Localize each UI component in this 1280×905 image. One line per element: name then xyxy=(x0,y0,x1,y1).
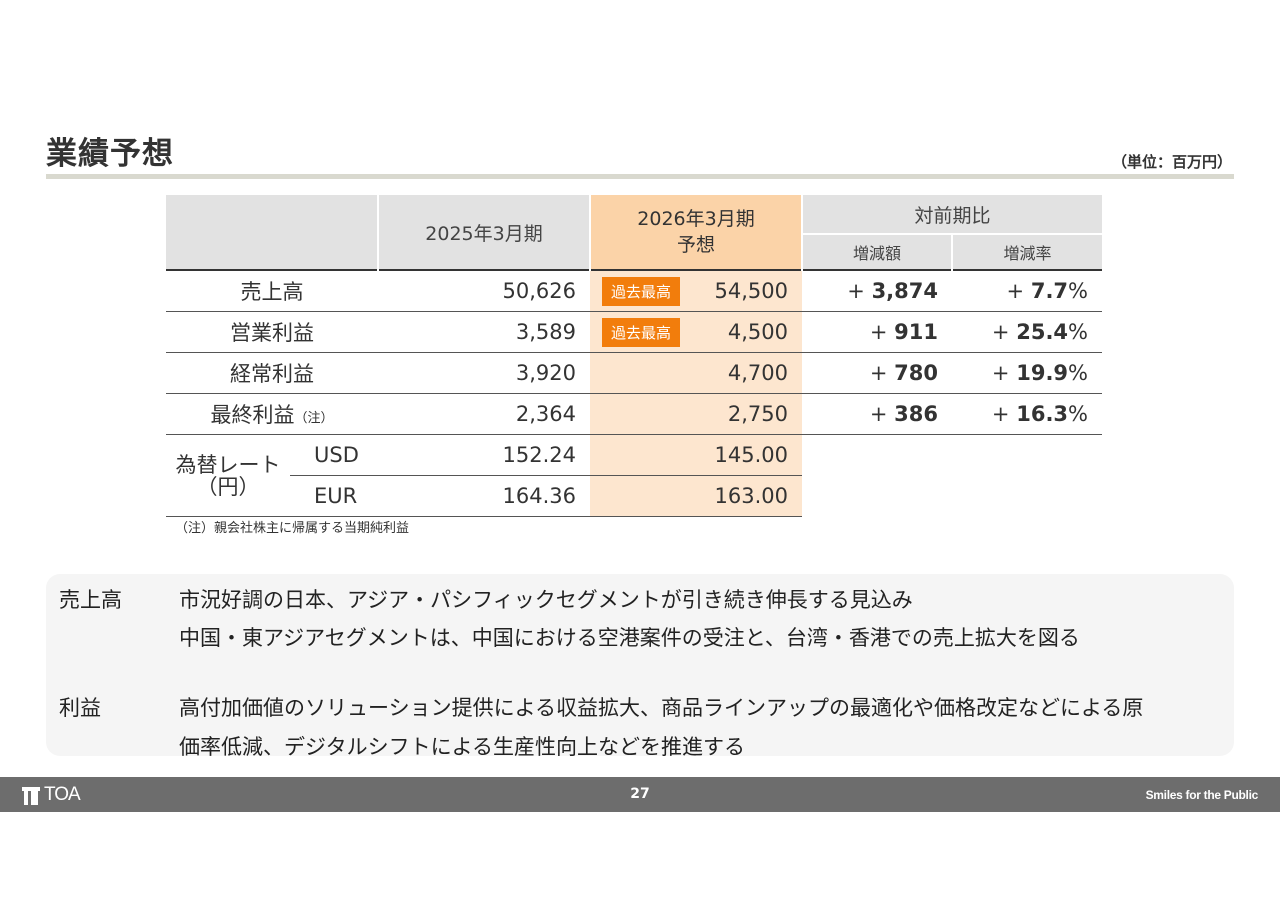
header-forecast-period: 2026年3月期 予想 xyxy=(589,195,802,270)
diff-rate: + 25.4% xyxy=(952,311,1103,353)
header-prior-period: 2025年3月期 xyxy=(377,195,590,270)
footer-bar: TOA 27 Smiles for the Public xyxy=(0,777,1280,812)
diff-amount: + 3,874 xyxy=(802,269,952,312)
tagline: Smiles for the Public xyxy=(1145,788,1259,802)
prior-value: 50,626 xyxy=(378,269,590,312)
diff-amount: + 780 xyxy=(802,352,952,394)
table-row: 最終利益（注） 2,364 2,750 + 386 + 16.3% xyxy=(166,393,1103,435)
prior-value: 2,364 xyxy=(378,393,590,435)
toa-logo: TOA xyxy=(22,784,81,806)
diff-rate: + 7.7% xyxy=(952,269,1103,312)
forecast-value: 54,500 xyxy=(714,279,788,303)
diff-rate: + 19.9% xyxy=(952,352,1103,394)
summary-box: 売上高 市況好調の日本、アジア・パシフィックセグメントが引き続き伸長する見込み … xyxy=(46,574,1234,759)
forecast-value-cell: 過去最高 54,500 xyxy=(590,269,802,312)
forecast-value: 145.00 xyxy=(590,434,802,476)
prior-value: 152.24 xyxy=(378,434,590,476)
title-underline xyxy=(46,174,1234,179)
currency-usd: USD xyxy=(290,434,378,476)
prior-value: 3,589 xyxy=(378,311,590,353)
note-marker: （注） xyxy=(294,411,334,426)
row-label: 営業利益 xyxy=(166,311,378,353)
summary-sales-line1: 市況好調の日本、アジア・パシフィックセグメントが引き続き伸長する見込み xyxy=(179,588,913,612)
summary-profit-label: 利益 xyxy=(59,696,101,720)
forecast-value-cell: 過去最高 4,500 xyxy=(590,311,802,353)
row-label: 最終利益（注） xyxy=(166,393,378,435)
table-row: 経常利益 3,920 4,700 + 780 + 19.9% xyxy=(166,352,1103,394)
header-yoy: 対前期比 xyxy=(800,195,1103,234)
summary-sales-line2: 中国・東アジアセグメントは、中国における空港案件の受注と、台湾・香港での売上拡大… xyxy=(179,626,1080,650)
forecast-value: 4,500 xyxy=(727,320,788,344)
unit-label: （単位：百万円） xyxy=(1111,153,1232,171)
record-high-badge: 過去最高 xyxy=(602,276,681,306)
header-blank xyxy=(166,195,378,270)
page-number: 27 xyxy=(630,786,650,802)
prior-value: 164.36 xyxy=(378,475,590,517)
forecast-value: 4,700 xyxy=(590,352,802,394)
currency-eur: EUR xyxy=(290,475,378,517)
row-label: 売上高 xyxy=(166,269,378,312)
summary-profit-line1: 高付加価値のソリューション提供による収益拡大、商品ラインアップの最適化や価格改定… xyxy=(179,696,1144,720)
header-forecast-year: 2026年3月期 xyxy=(637,208,755,230)
table-row: 営業利益 3,589 過去最高 4,500 + 911 + 25.4% xyxy=(166,311,1103,353)
forecast-value: 163.00 xyxy=(590,475,802,517)
record-high-badge: 過去最高 xyxy=(602,317,681,347)
header-forecast-label: 予想 xyxy=(676,234,715,256)
diff-amount: + 911 xyxy=(802,311,952,353)
row-label: 経常利益 xyxy=(166,352,378,394)
fx-label: 為替レート （円） xyxy=(166,434,290,517)
diff-amount: + 386 xyxy=(802,393,952,435)
toa-logo-icon xyxy=(22,785,40,805)
summary-sales-label: 売上高 xyxy=(59,588,122,612)
table-row: 売上高 50,626 過去最高 54,500 + 3,874 + 7.7% xyxy=(166,269,1103,312)
header-diff-amount: 増減額 xyxy=(801,233,952,270)
summary-profit-line2: 価率低減、デジタルシフトによる生産性向上などを推進する xyxy=(179,735,745,759)
table-footnote: （注）親会社株主に帰属する当期純利益 xyxy=(175,521,410,536)
header-diff-rate: 増減率 xyxy=(950,233,1103,270)
diff-rate: + 16.3% xyxy=(952,393,1103,435)
table-row: 為替レート （円） USD 152.24 145.00 xyxy=(166,434,1102,517)
forecast-table: 2025年3月期 2026年3月期 予想 対前期比 増減額 増減率 売上高 50… xyxy=(166,195,1103,517)
page-title: 業績予想 xyxy=(46,136,174,172)
prior-value: 3,920 xyxy=(378,352,590,394)
forecast-value: 2,750 xyxy=(590,393,802,435)
table-row: EUR 164.36 163.00 xyxy=(166,475,1102,517)
